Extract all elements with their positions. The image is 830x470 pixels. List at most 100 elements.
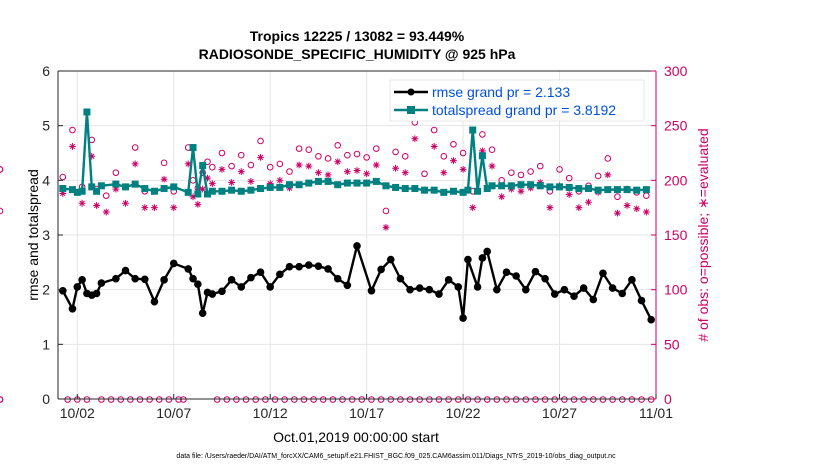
obs-evaluated-marker	[59, 190, 67, 197]
chart-title-line1: Tropics 12225 / 13082 = 93.449%	[250, 28, 465, 44]
totalspread-marker	[421, 186, 429, 194]
rmse-marker	[227, 276, 236, 284]
y-right-tick-label: 0	[664, 391, 672, 407]
x-tick-label: 10/12	[253, 405, 288, 421]
y-left-axis-ticks: 0 1 2 3 4 5 6	[42, 63, 63, 407]
totalspread-marker	[314, 177, 322, 185]
rmse-marker	[314, 262, 323, 270]
rmse-marker	[483, 247, 492, 256]
totalspread-marker	[141, 185, 149, 193]
totalspread-marker	[218, 187, 226, 195]
obs-evaluated-marker	[401, 169, 409, 177]
obs-possible-marker	[266, 163, 274, 171]
rmse-marker	[131, 274, 139, 283]
rmse-marker	[502, 268, 511, 276]
rmse-marker	[324, 265, 332, 273]
obs-evaluated-marker	[517, 187, 525, 195]
obs-possible-marker	[421, 170, 428, 178]
rmse-marker	[218, 287, 226, 296]
rmse-marker	[377, 265, 385, 274]
totalspread-marker	[295, 181, 303, 189]
rmse-marker	[247, 273, 255, 282]
totalspread-marker	[363, 179, 371, 187]
obs-possible-marker	[527, 168, 534, 175]
y-left-axis-label: rmse and totalspread	[25, 169, 41, 301]
obs-possible-marker	[247, 161, 255, 169]
obs-possible-marker	[363, 154, 370, 161]
obs-possible-marker	[228, 162, 235, 170]
legend-spread-marker	[407, 106, 415, 114]
rmse-marker	[59, 286, 67, 295]
totalspread-marker	[194, 190, 202, 198]
obs-possible-marker	[459, 149, 467, 157]
obs-evaluated-marker	[585, 198, 592, 206]
totalspread-marker	[305, 179, 313, 187]
totalspread-marker	[353, 179, 361, 187]
totalspread-marker	[382, 182, 390, 190]
totalspread-marker	[131, 180, 139, 188]
legend-rmse-label: rmse grand pr = 2.133	[432, 84, 570, 100]
rmse-marker	[608, 284, 617, 292]
rmse-marker	[353, 242, 361, 250]
rmse-marker	[531, 267, 540, 276]
rmse-marker	[550, 290, 559, 298]
obs-evaluated-marker	[170, 204, 178, 212]
obs-evaluated-marker	[363, 170, 371, 178]
y-right-tick-label: 50	[664, 336, 680, 352]
totalspread-marker	[392, 183, 400, 191]
legend-spread-label: totalspread grand pr = 3.8192	[432, 102, 616, 118]
rmse-marker	[579, 284, 588, 292]
obs-possible-marker	[479, 131, 486, 138]
totalspread-marker	[565, 183, 573, 191]
obs-evaluated-marker	[112, 185, 120, 193]
totalspread-marker	[517, 181, 525, 189]
obs-possible-marker	[604, 155, 612, 162]
rmse-marker	[237, 283, 246, 291]
x-tick-label: 10/07	[156, 405, 191, 421]
x-tick-label: 10/27	[542, 405, 577, 421]
obs-possible-marker	[131, 144, 139, 151]
rmse-marker	[473, 283, 482, 291]
obs-evaluated-marker	[78, 199, 86, 207]
totalspread-marker	[613, 186, 621, 194]
y-right-axis-ticks: 0 50 100 150 200 250 300	[651, 63, 688, 407]
totalspread-marker	[478, 152, 486, 160]
totalspread-marker	[83, 108, 91, 116]
rmse-marker	[459, 314, 467, 322]
obs-possible-marker	[614, 193, 621, 201]
totalspread-marker	[343, 179, 351, 187]
rmse-marker	[112, 274, 120, 283]
totalspread-marker	[285, 181, 293, 189]
obs-evaluated-marker	[122, 199, 129, 207]
totalspread-marker	[228, 186, 236, 194]
obs-evaluated-marker	[614, 209, 621, 217]
rmse-marker	[425, 285, 434, 294]
rmse-marker	[386, 255, 395, 264]
rmse-marker	[589, 295, 598, 304]
totalspread-marker	[78, 187, 86, 195]
totalspread-marker	[594, 186, 602, 194]
obs-evaluated-marker	[218, 166, 226, 173]
totalspread-marker	[430, 186, 438, 194]
obs-evaluated-marker	[372, 161, 380, 169]
obs-possible-marker	[204, 158, 211, 166]
obs-possible-marker	[295, 145, 303, 152]
obs-evaluated-marker	[469, 204, 477, 212]
obs-possible-marker	[344, 151, 351, 159]
legend: rmse grand pr = 2.133 totalspread grand …	[389, 79, 645, 122]
totalspread-marker	[488, 182, 496, 190]
obs-possible-marker	[102, 192, 110, 199]
obs-possible-marker	[565, 174, 573, 182]
obs-evaluated-marker	[151, 204, 158, 212]
obs-evaluated-marker	[324, 171, 332, 179]
obs-evaluated-marker	[184, 160, 192, 168]
rmse-marker	[189, 274, 197, 283]
rmse-marker	[343, 281, 352, 290]
obs-possible-marker	[382, 207, 390, 215]
totalspread-marker	[527, 181, 535, 189]
obs-possible-marker	[488, 146, 496, 154]
totalspread-marker	[276, 183, 284, 191]
x-tick-label: 10/22	[446, 405, 481, 421]
obs-evaluated-marker	[642, 208, 650, 216]
